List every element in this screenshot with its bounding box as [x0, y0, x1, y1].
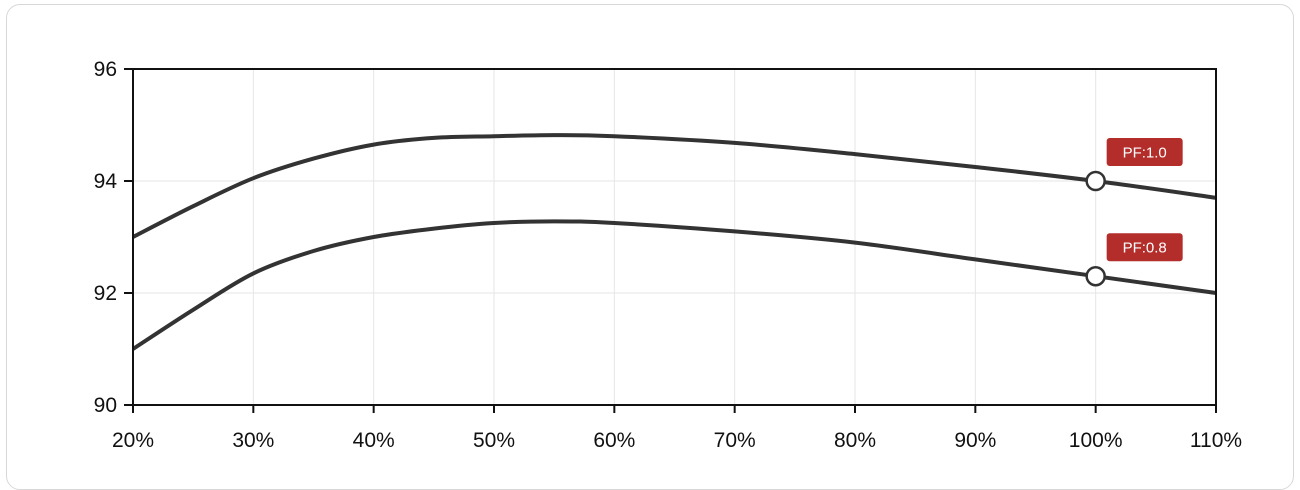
- y-tick-label: 92: [94, 282, 117, 305]
- x-tick-label: 20%: [112, 429, 154, 452]
- series-badge: [1106, 233, 1183, 262]
- x-tick-label: 90%: [954, 429, 996, 452]
- x-tick-label: 80%: [834, 429, 876, 452]
- plot-border: [132, 68, 1217, 406]
- y-tick-labels: 90 92 94 96: [94, 58, 118, 417]
- y-tick-label: 96: [94, 58, 117, 81]
- x-tick-labels: 20% 30% 40% 50% 60% 70% 80% 90% 100% 110%: [112, 429, 1242, 452]
- x-tick-label: 50%: [473, 429, 515, 452]
- series-marker: [1085, 170, 1106, 192]
- x-tick-label: 70%: [714, 429, 756, 452]
- series-line-pf-0-8: [131, 219, 1217, 351]
- series-lines: [131, 133, 1217, 351]
- series-badge-label: PF:1.0: [1123, 145, 1167, 162]
- series-badge-label: PF:0.8: [1123, 240, 1167, 257]
- series-badge: [1106, 138, 1183, 166]
- x-tick-label: 30%: [232, 429, 274, 452]
- x-tick-label: 110%: [1190, 429, 1242, 452]
- series-markers: [1085, 170, 1106, 287]
- series-line-pf-1-0: [132, 133, 1217, 239]
- grid-lines: [132, 68, 1217, 406]
- chart-card: [6, 4, 1294, 490]
- series-marker: [1085, 265, 1106, 287]
- x-tick-label: 100%: [1069, 429, 1123, 452]
- x-tick-label: 60%: [593, 429, 635, 452]
- axis-ticks: [124, 68, 1217, 413]
- y-tick-label: 90: [94, 394, 117, 417]
- x-tick-label: 40%: [353, 429, 395, 452]
- series-badges: PF:1.0 PF:0.8: [1106, 138, 1183, 262]
- y-tick-label: 94: [94, 170, 118, 193]
